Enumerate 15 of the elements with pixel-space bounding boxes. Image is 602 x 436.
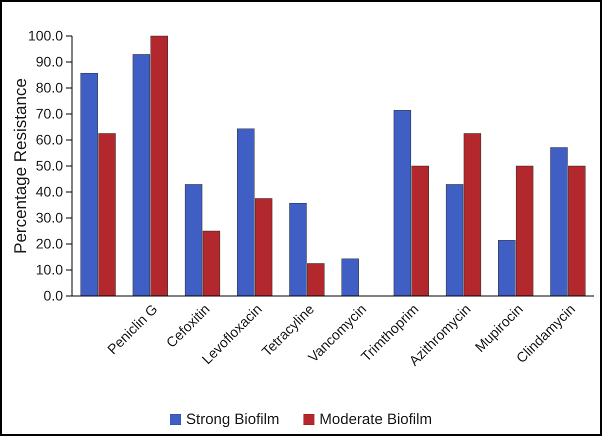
y-tick-label: 40.0 bbox=[36, 183, 64, 200]
y-tick-label: 60.0 bbox=[36, 131, 64, 148]
y-axis-title: Percentage Resistance bbox=[11, 78, 30, 254]
y-tick-label: 10.0 bbox=[36, 261, 64, 278]
y-tick-label: 0.0 bbox=[44, 287, 64, 304]
legend-label: Moderate Biofilm bbox=[319, 411, 432, 428]
y-tick-label: 90.0 bbox=[36, 53, 64, 70]
y-tick-label: 100.0 bbox=[28, 27, 64, 44]
y-tick-label: 80.0 bbox=[36, 79, 64, 96]
legend-label: Strong Biofilm bbox=[186, 411, 280, 428]
y-tick-label: 30.0 bbox=[36, 209, 64, 226]
y-tick-label: 70.0 bbox=[36, 105, 64, 122]
y-tick-label: 50.0 bbox=[36, 157, 64, 174]
bar bbox=[341, 258, 359, 296]
y-tick-label: 20.0 bbox=[36, 235, 64, 252]
